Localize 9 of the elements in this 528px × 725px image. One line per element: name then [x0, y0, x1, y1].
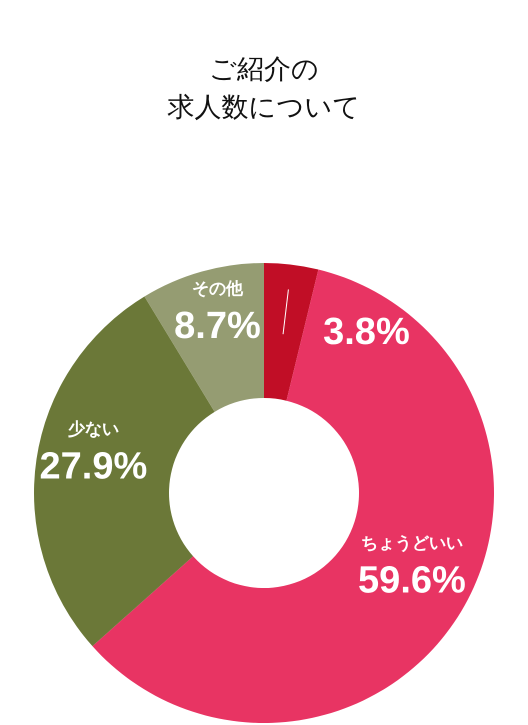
- donut-slice: [264, 263, 318, 401]
- slice-label: その他: [192, 278, 244, 299]
- slice-label: 少ない: [68, 420, 119, 440]
- data-label: 27.9%: [40, 446, 148, 488]
- slice-label: ちょうどいい: [360, 534, 463, 554]
- data-label: 3.8%: [323, 310, 410, 353]
- data-label: 8.7%: [174, 304, 261, 347]
- chart-title: ご紹介の求人数について: [168, 54, 360, 123]
- data-label: 59.6%: [358, 560, 466, 602]
